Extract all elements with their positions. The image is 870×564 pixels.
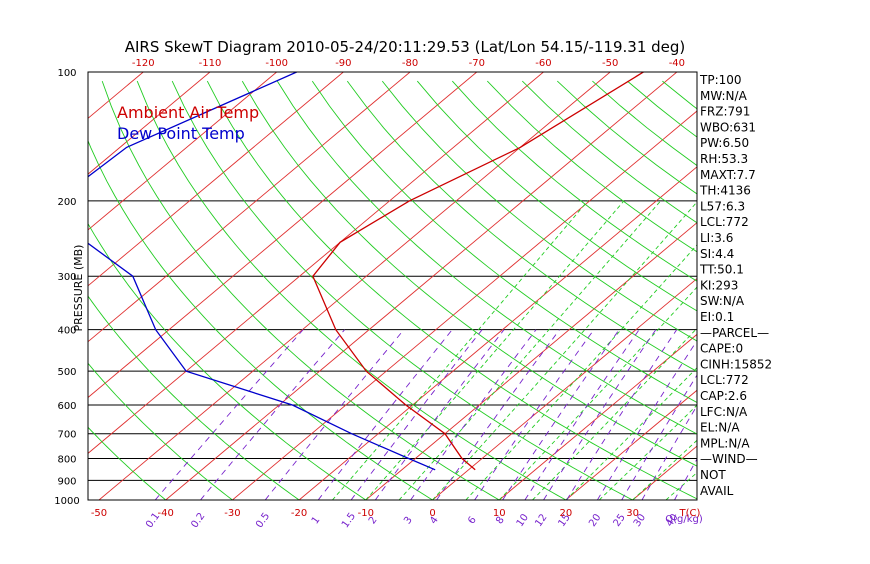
top-temp-tick--110: -110: [199, 58, 222, 69]
index-item: SI:4.4: [700, 247, 734, 261]
index-item: —WIND—: [700, 452, 758, 466]
bottom-temp-tick--10: -10: [358, 508, 374, 519]
mixing-ratio-label-0.5: 0.5: [254, 511, 272, 530]
mixing-ratio-label-10: 10: [515, 512, 531, 529]
index-item: MAXT:7.7: [700, 168, 756, 182]
y-tick-500: 500: [57, 367, 76, 378]
index-item: EL:N/A: [700, 421, 740, 435]
y-tick-900: 900: [57, 476, 76, 487]
top-temp-tick--100: -100: [265, 58, 288, 69]
top-temp-tick--80: -80: [402, 58, 418, 69]
bottom-temp-tick--20: -20: [291, 508, 307, 519]
dry-adiabat: [312, 81, 870, 509]
y-tick-1000: 1000: [54, 496, 79, 507]
index-item: CAPE:0: [700, 342, 743, 356]
dry-adiabat: [662, 81, 870, 509]
top-temp-tick--70: -70: [469, 58, 485, 69]
mixing-ratio-label-12: 12: [533, 512, 549, 529]
dry-adiabat: [67, 81, 447, 509]
index-item: PW:6.50: [700, 136, 749, 150]
dry-adiabat: [732, 81, 870, 509]
index-item: EI:0.1: [700, 310, 734, 324]
dry-adiabat: [452, 81, 870, 509]
top-temp-tick--120: -120: [132, 58, 155, 69]
index-item: —PARCEL—: [700, 326, 769, 340]
mixing-ratio-label-20: 20: [587, 512, 603, 529]
index-item: CAP:2.6: [700, 389, 747, 403]
moist-adiabat: [533, 201, 817, 500]
y-axis-label: PRESSURE (MB): [72, 245, 85, 332]
index-item: TP:100: [699, 73, 742, 87]
dry-adiabat: [207, 81, 718, 509]
chart-title: AIRS SkewT Diagram 2010-05-24/20:11:29.5…: [125, 38, 686, 56]
dry-adiabat: [767, 81, 870, 509]
isotherm: [766, 72, 870, 500]
index-item: LFC:N/A: [700, 405, 748, 419]
isotherm: [232, 72, 743, 500]
moist-adiabat: [399, 201, 661, 500]
bottom-temp-tick--40: -40: [158, 508, 174, 519]
index-item: L57:6.3: [700, 199, 745, 213]
top-temp-tick--40: -40: [669, 58, 685, 69]
index-item: NOT: [700, 468, 726, 482]
bottom-temp-tick-30: 30: [626, 508, 639, 519]
mixing-ratio-label-1.5: 1.5: [340, 511, 358, 530]
index-item: AVAIL: [700, 484, 734, 498]
mixing-ratio-line: [411, 330, 536, 500]
dry-adiabat: [0, 81, 312, 509]
bottom-temp-tick--50: -50: [91, 508, 107, 519]
index-item: CINH:15852: [700, 357, 772, 371]
y-tick-200: 200: [57, 197, 76, 208]
top-temp-tick--50: -50: [602, 58, 618, 69]
index-item: FRZ:791: [700, 105, 750, 119]
mixing-ratio-line: [525, 330, 639, 500]
isotherm: [433, 72, 870, 500]
index-item: SW:N/A: [700, 294, 745, 308]
y-tick-800: 800: [57, 455, 76, 466]
top-temp-tick--90: -90: [335, 58, 351, 69]
mixing-ratio-line: [155, 330, 303, 500]
dry-adiabat: [487, 81, 870, 509]
moist-adiabat: [366, 201, 624, 500]
mixing-ratio-label-1: 1: [310, 515, 323, 527]
bottom-temp-tick--30: -30: [224, 508, 240, 519]
dry-adiabat: [347, 81, 870, 509]
dry-adiabat: [417, 81, 870, 509]
index-item: TT:50.1: [699, 263, 744, 277]
bottom-temp-tick-10: 10: [493, 508, 506, 519]
bottom-temp-tick-20: 20: [560, 508, 573, 519]
y-tick-600: 600: [57, 401, 76, 412]
mixing-ratio-label-0.2: 0.2: [189, 511, 207, 530]
legend-ambient-air-temp: Ambient Air Temp: [117, 103, 259, 122]
mixing-ratio-line: [544, 330, 656, 500]
isotherm: [366, 72, 870, 500]
index-item: TH:4136: [699, 184, 751, 198]
bottom-temp-unit: T(C): [679, 508, 701, 519]
index-item: MW:N/A: [700, 89, 748, 103]
y-tick-100: 100: [57, 68, 76, 79]
y-tick-700: 700: [57, 430, 76, 441]
index-item: LI:3.6: [700, 231, 733, 245]
mixing-ratio-line: [503, 330, 619, 500]
mixing-ratio-label-6: 6: [466, 515, 479, 527]
isotherm: [0, 72, 10, 500]
index-item: KI:293: [700, 278, 738, 292]
legend-dew-point-temp: Dew Point Temp: [117, 124, 245, 143]
index-item: RH:53.3: [700, 152, 748, 166]
dew-point-temp-line: [56, 72, 435, 470]
index-item: WBO:631: [700, 120, 756, 134]
index-item: LCL:772: [700, 373, 749, 387]
index-item: LCL:772: [700, 215, 749, 229]
index-item: MPL:N/A: [700, 436, 750, 450]
isotherm: [633, 72, 870, 500]
top-temp-tick--60: -60: [535, 58, 551, 69]
bottom-temp-tick-0: 0: [429, 508, 435, 519]
mixing-ratio-label-3: 3: [402, 515, 415, 527]
moist-adiabat: [433, 201, 699, 500]
